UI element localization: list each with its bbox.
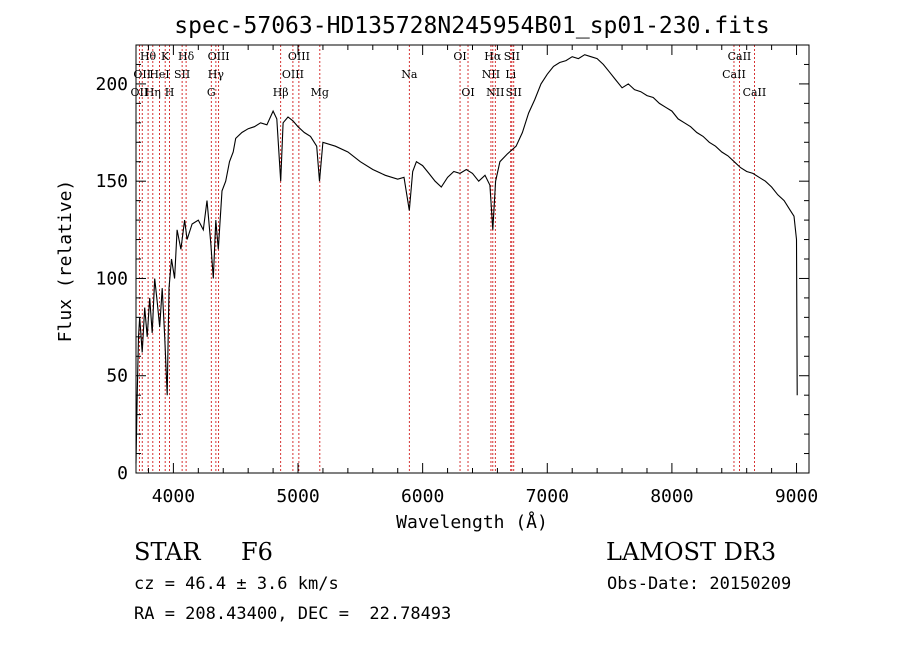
line-label-15: Mg [311,86,329,99]
x-tick-label: 7000 [526,486,569,507]
line-label-19: NII [482,68,500,81]
line-label-4: HeI [149,68,169,81]
plot-frame [135,44,810,474]
chart-title: spec-57063-HD135728N245954B01_sp01-230.f… [174,13,769,39]
y-axis-label: Flux (relative) [55,180,76,343]
line-label-10: Hγ [208,68,225,81]
line-label-0: OII [131,86,149,99]
line-label-21: NII [486,86,504,99]
x-tick-label: 8000 [650,486,693,507]
line-markers [138,45,755,473]
line-label-24: SII [506,86,522,99]
x-tick-label: 5000 [276,486,319,507]
line-label-2: Hθ [140,50,157,63]
survey-name: LAMOST DR3 [606,538,777,566]
line-label-26: CaII [728,50,752,63]
object-type: STAR [134,538,201,566]
line-label-7: SII [174,68,190,81]
line-label-12: Hβ [273,86,289,99]
line-label-13: OIII [282,68,304,81]
line-label-17: OI [453,50,466,63]
x-tick-label: 6000 [401,486,444,507]
line-label-20: Hα [484,50,502,63]
line-label-23: SII [504,50,520,63]
line-label-27: CaII [743,86,767,99]
y-axis: 0 50 100 150 200 [95,63,809,484]
x-tick-label: 4000 [152,486,195,507]
line-label-9: G [207,86,216,99]
line-label-25: CaII [722,68,746,81]
x-tick-label: 9000 [775,486,818,507]
line-label-16: Na [401,68,418,81]
line-label-11: OIII [208,50,230,63]
line-label-3: Hη [145,86,161,99]
line-label-18: OI [461,86,474,99]
line-label-6: H [165,86,175,99]
x-axis: 4000 5000 6000 7000 8000 9000 [147,45,818,507]
line-label-8: Hδ [178,50,195,63]
spectrum-series [135,54,798,464]
y-tick-label: 200 [95,74,128,95]
y-tick-label: 150 [95,171,128,192]
y-tick-label: 0 [117,463,128,484]
y-tick-label: 100 [95,268,128,289]
line-label-14: OIII [288,50,310,63]
y-tick-label: 50 [106,366,128,387]
line-labels: OII OII Hθ Hη HeI K H SII Hδ G Hγ OIII Hβ OIII OIII Mg N… [131,50,767,99]
line-label-5: K [161,50,170,63]
obs-date: Obs-Date: 20150209 [607,574,792,594]
line-label-22: Li [505,68,516,81]
line-label-1: OII [133,68,151,81]
subclass: F6 [241,538,273,566]
redshift-value: cz = 46.4 ± 3.6 km/s [134,574,339,594]
x-axis-label: Wavelength (Å) [396,511,548,533]
coordinates: RA = 208.43400, DEC = 22.78493 [134,604,452,624]
